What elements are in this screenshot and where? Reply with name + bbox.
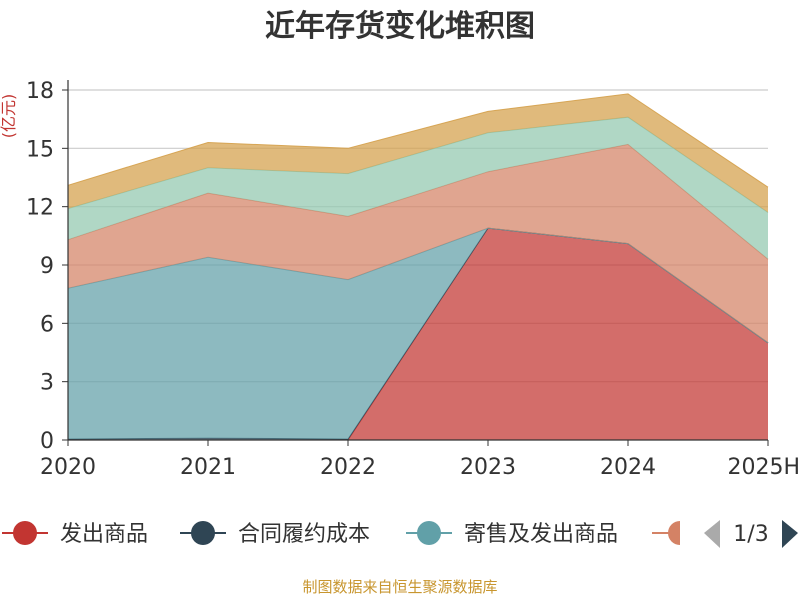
x-tick-label: 2023 bbox=[460, 455, 516, 480]
y-tick-label: 12 bbox=[26, 196, 54, 221]
y-tick-label: 3 bbox=[40, 371, 54, 396]
source-footnote: 制图数据来自恒生聚源数据库 bbox=[302, 578, 497, 596]
x-tick-label: 2022 bbox=[320, 455, 376, 480]
x-tick-label: 2021 bbox=[180, 455, 236, 480]
y-tick-label: 0 bbox=[40, 429, 54, 454]
area-series-3 bbox=[68, 228, 768, 439]
y-tick-label: 9 bbox=[40, 254, 54, 279]
x-tick-label: 2025H bbox=[727, 455, 800, 480]
legend-next-page-icon[interactable] bbox=[782, 520, 798, 548]
legend-page-indicator: 1/3 bbox=[733, 522, 768, 547]
area-series-line-6 bbox=[67, 93, 769, 188]
legend-item-partial[interactable] bbox=[652, 521, 680, 545]
legend-prev-page-icon[interactable] bbox=[704, 520, 720, 548]
legend-circle-icon bbox=[417, 521, 441, 545]
legend-item[interactable]: 发出商品 bbox=[2, 521, 148, 547]
area-series-6 bbox=[68, 93, 768, 213]
area-series-1 bbox=[68, 228, 768, 440]
chart-title: 近年存货变化堆积图 bbox=[265, 9, 535, 44]
legend-circle-icon bbox=[13, 521, 37, 545]
y-tick-label: 18 bbox=[26, 79, 54, 104]
y-tick-label: 6 bbox=[40, 312, 54, 337]
x-tick-label: 2024 bbox=[600, 455, 656, 480]
legend-circle-icon bbox=[191, 521, 215, 545]
legend-label: 合同履约成本 bbox=[238, 522, 370, 547]
x-tick-label: 2020 bbox=[40, 455, 96, 480]
legend-item[interactable]: 合同履约成本 bbox=[180, 521, 370, 547]
legend-circle-icon bbox=[668, 521, 680, 545]
y-axis-unit-label: (亿元) bbox=[0, 94, 18, 139]
legend-label: 寄售及发出商品 bbox=[464, 522, 618, 547]
legend: 发出商品 合同履约成本 寄售及发出商品 1/3 bbox=[2, 520, 798, 548]
legend-item[interactable]: 寄售及发出商品 bbox=[406, 521, 618, 547]
area-series-5 bbox=[68, 117, 768, 260]
legend-label: 发出商品 bbox=[60, 522, 148, 547]
y-tick-label: 15 bbox=[26, 137, 54, 162]
area-series-4 bbox=[68, 144, 768, 343]
axes: 0 3 6 9 12 15 18 2020 2021 2022 2023 2024 2025H bbox=[26, 79, 800, 480]
area-series-group bbox=[67, 93, 769, 441]
